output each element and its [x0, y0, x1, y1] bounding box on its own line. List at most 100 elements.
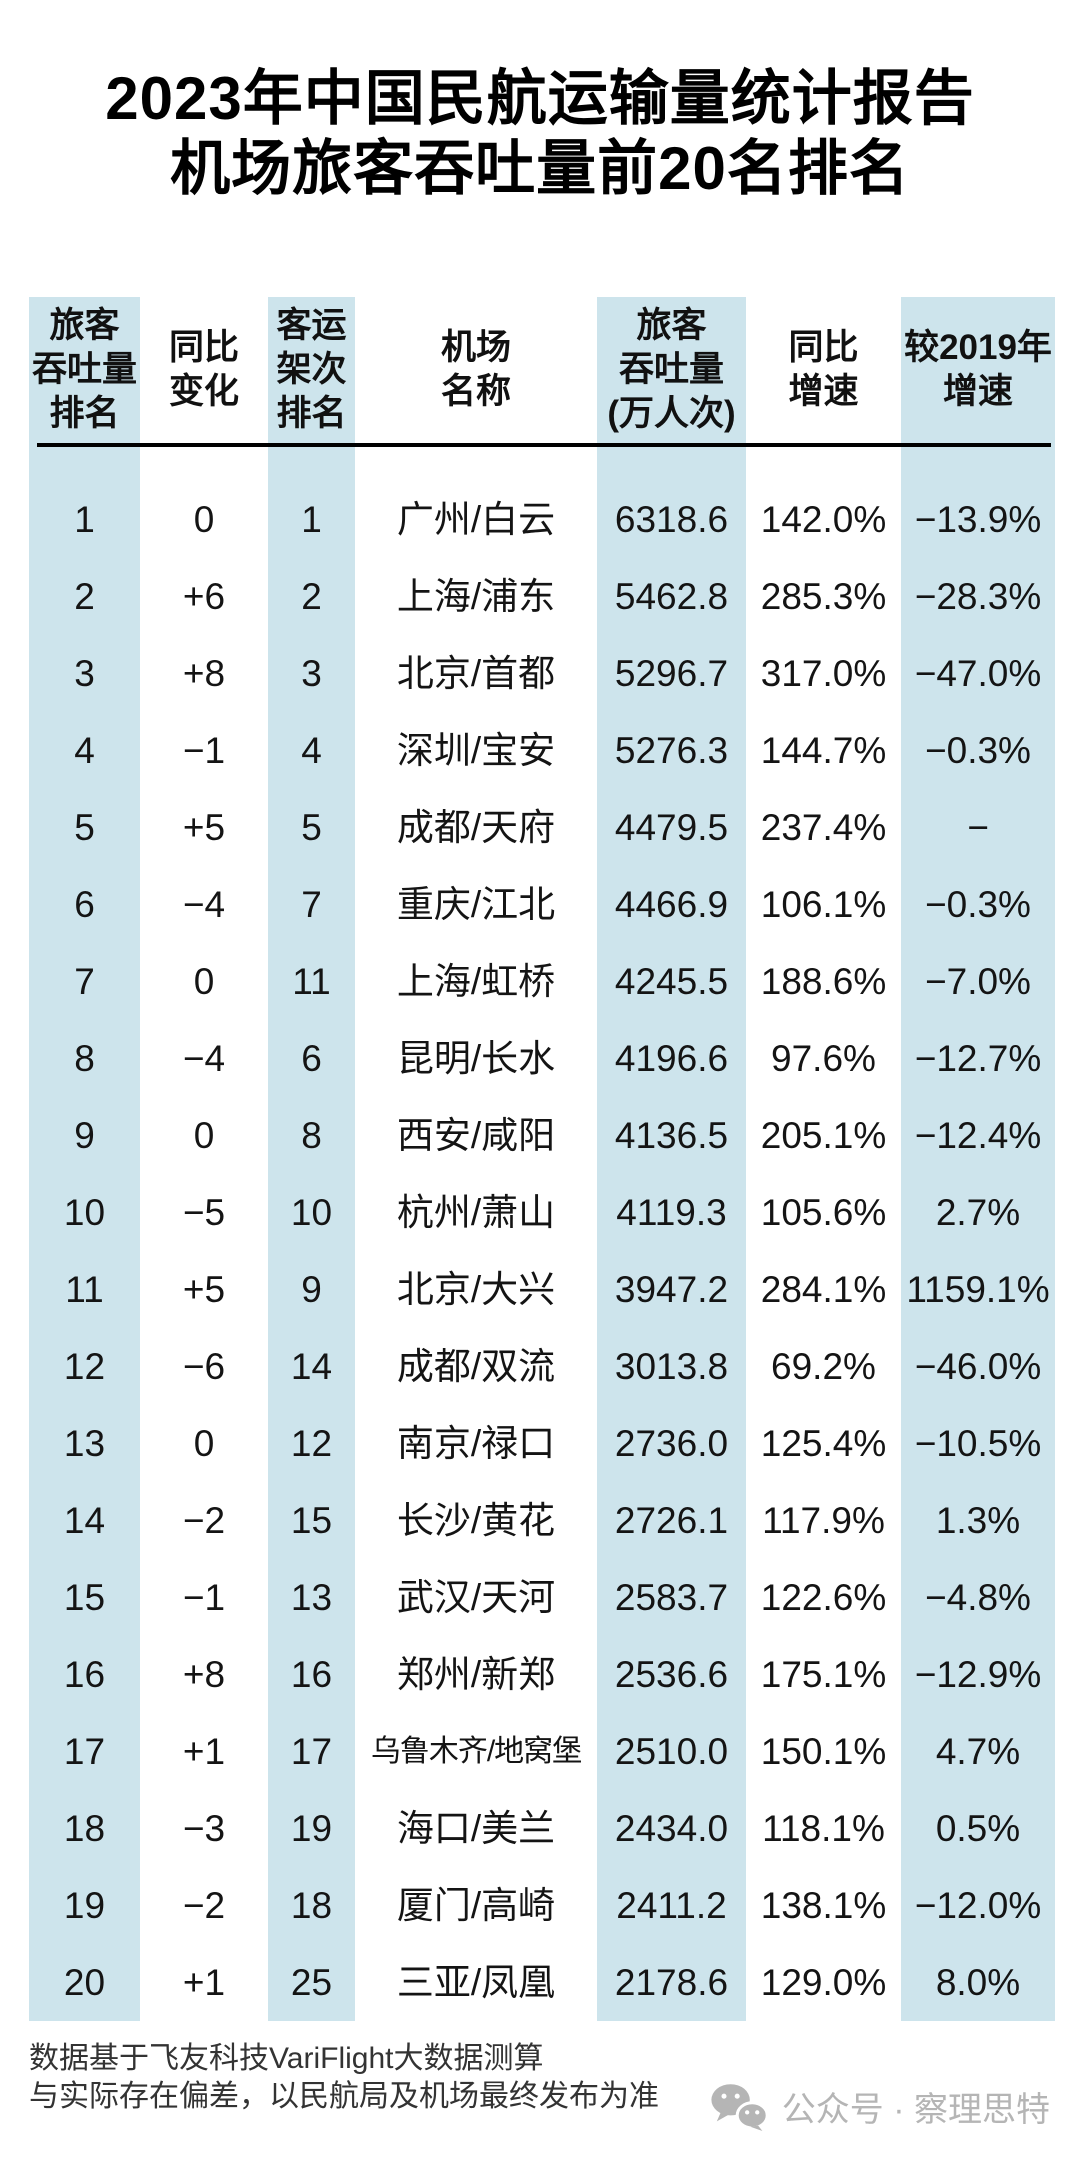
cell-flight-movements-rank: 2 — [301, 576, 322, 617]
cell-flight-movements-rank: 14 — [290, 1346, 333, 1387]
cell-flight-movements-rank: 19 — [290, 1808, 333, 1849]
table-row: 1 0 1 广州/白云 6318.6 142.0% −13.9% — [29, 481, 1055, 558]
cell-yoy-growth: 205.1% — [760, 1115, 887, 1156]
cell-growth-vs-2019: −46.0% — [914, 1346, 1042, 1387]
cell-yoy-change: −2 — [182, 1885, 226, 1926]
cell-yoy-change: −5 — [182, 1192, 226, 1233]
table-row: 11 +5 9 北京/大兴 3947.2 284.1% 1159.1% — [29, 1251, 1055, 1328]
cell-flight-movements-rank: 9 — [301, 1269, 322, 1310]
cell-growth-vs-2019: 1159.1% — [906, 1269, 1050, 1310]
cell-growth-vs-2019: −12.0% — [914, 1885, 1042, 1926]
cell-flight-movements-rank: 15 — [290, 1500, 333, 1541]
cell-flight-movements-rank: 18 — [290, 1885, 333, 1926]
table-row: 4 −1 4 深圳/宝安 5276.3 144.7% −0.3% — [29, 712, 1055, 789]
cell-yoy-growth: 125.4% — [760, 1423, 887, 1464]
cell-passenger-throughput-rank: 12 — [63, 1346, 106, 1387]
cell-growth-vs-2019: −10.5% — [914, 1423, 1042, 1464]
cell-yoy-change: 0 — [193, 961, 215, 1002]
cell-passenger-throughput-rank: 9 — [74, 1115, 95, 1156]
cell-flight-movements-rank: 5 — [301, 807, 322, 848]
cell-airport-name: 武汉/天河 — [396, 1577, 556, 1618]
table-row: 15 −1 13 武汉/天河 2583.7 122.6% −4.8% — [29, 1559, 1055, 1636]
cell-yoy-change: −6 — [182, 1346, 226, 1387]
table-row: 5 +5 5 成都/天府 4479.5 237.4% − — [29, 789, 1055, 866]
cell-passenger-throughput: 2434.0 — [614, 1808, 729, 1849]
cell-passenger-throughput-rank: 13 — [63, 1423, 106, 1464]
cell-passenger-throughput: 4466.9 — [614, 884, 729, 925]
table-row: 18 −3 19 海口/美兰 2434.0 118.1% 0.5% — [29, 1790, 1055, 1867]
cell-passenger-throughput: 5276.3 — [614, 730, 729, 771]
cell-flight-movements-rank: 16 — [290, 1654, 333, 1695]
cell-passenger-throughput: 2726.1 — [614, 1500, 729, 1541]
column-header-passenger-throughput: 旅客 吞吐量 (万人次) — [607, 306, 736, 433]
cell-yoy-growth: 69.2% — [771, 1346, 876, 1387]
cell-passenger-throughput: 2736.0 — [614, 1423, 729, 1464]
cell-yoy-change: +1 — [182, 1962, 226, 2003]
column-header-yoy-growth: 同比 增速 — [788, 328, 859, 411]
cell-passenger-throughput-rank: 1 — [74, 499, 95, 540]
cell-passenger-throughput: 4119.3 — [616, 1192, 727, 1233]
cell-growth-vs-2019: 0.5% — [935, 1808, 1021, 1849]
cell-airport-name: 上海/虹桥 — [396, 961, 556, 1002]
cell-flight-movements-rank: 13 — [290, 1577, 333, 1618]
cell-passenger-throughput: 2411.2 — [616, 1885, 727, 1926]
data-source-note-line1: 数据基于飞友科技VariFlight大数据测算 — [29, 2042, 544, 2075]
cell-yoy-growth: 175.1% — [760, 1654, 887, 1695]
cell-passenger-throughput-rank: 8 — [74, 1038, 95, 1079]
cell-growth-vs-2019: 2.7% — [935, 1192, 1021, 1233]
ranking-table: 旅客 吞吐量 排名 同比 变化 客运 架次 排名 机场 名称 旅客 吞吐量 (万人次) 同… — [29, 297, 1055, 2021]
cell-passenger-throughput: 5296.7 — [614, 653, 729, 694]
cell-yoy-growth: 122.6% — [760, 1577, 887, 1618]
cell-airport-name: 成都/天府 — [396, 807, 556, 848]
wechat-icon — [711, 2083, 768, 2131]
wechat-account-name: 公众号 · 察理思特 — [781, 2091, 1050, 2129]
table-header-row: 旅客 吞吐量 排名 同比 变化 客运 架次 排名 机场 名称 旅客 吞吐量 (万人次) 同… — [29, 297, 1055, 443]
cell-growth-vs-2019: − — [967, 807, 989, 848]
cell-passenger-throughput-rank: 2 — [74, 576, 95, 617]
cell-passenger-throughput: 2583.7 — [614, 1577, 729, 1618]
cell-airport-name: 昆明/长水 — [396, 1038, 556, 1079]
cell-flight-movements-rank: 8 — [301, 1115, 322, 1156]
cell-airport-name: 西安/咸阳 — [396, 1115, 556, 1156]
cell-flight-movements-rank: 6 — [301, 1038, 322, 1079]
cell-yoy-change: −3 — [182, 1808, 226, 1849]
column-stripe — [268, 297, 355, 2021]
cell-flight-movements-rank: 7 — [301, 884, 322, 925]
cell-airport-name: 杭州/萧山 — [396, 1192, 556, 1233]
cell-yoy-change: 0 — [193, 1423, 215, 1464]
cell-yoy-change: −1 — [182, 730, 226, 771]
cell-yoy-growth: 144.7% — [760, 730, 887, 771]
cell-passenger-throughput-rank: 6 — [74, 884, 95, 925]
cell-passenger-throughput-rank: 16 — [63, 1654, 106, 1695]
column-header-yoy-change: 同比 变化 — [168, 328, 239, 411]
column-header-passenger-throughput-rank: 旅客 吞吐量 排名 — [31, 306, 137, 433]
cell-passenger-throughput-rank: 3 — [74, 653, 95, 694]
cell-flight-movements-rank: 12 — [290, 1423, 333, 1464]
cell-airport-name: 广州/白云 — [396, 499, 556, 540]
cell-passenger-throughput: 5462.8 — [614, 576, 729, 617]
cell-yoy-change: −1 — [182, 1577, 226, 1618]
cell-passenger-throughput: 4245.5 — [614, 961, 729, 1002]
table-row: 13 0 12 南京/禄口 2736.0 125.4% −10.5% — [29, 1405, 1055, 1482]
table-row: 19 −2 18 厦门/高崎 2411.2 138.1% −12.0% — [29, 1867, 1055, 1944]
cell-yoy-growth: 285.3% — [760, 576, 887, 617]
cell-growth-vs-2019: −13.9% — [914, 499, 1042, 540]
cell-airport-name: 乌鲁木齐/地窝堡 — [370, 1735, 582, 1768]
cell-yoy-growth: 138.1% — [760, 1885, 887, 1926]
cell-growth-vs-2019: −7.0% — [925, 961, 1031, 1002]
data-source-note: 数据基于飞友科技VariFlight大数据测算 与实际存在偏差，以民航局及机场最… — [29, 2040, 659, 2116]
cell-passenger-throughput-rank: 15 — [63, 1577, 106, 1618]
cell-yoy-change: −4 — [182, 884, 226, 925]
cell-growth-vs-2019: −12.4% — [914, 1115, 1042, 1156]
cell-airport-name: 厦门/高崎 — [396, 1885, 556, 1926]
table-row: 10 −5 10 杭州/萧山 4119.3 105.6% 2.7% — [29, 1174, 1055, 1251]
cell-yoy-change: +5 — [182, 807, 226, 848]
cell-yoy-change: −2 — [182, 1500, 226, 1541]
cell-growth-vs-2019: −28.3% — [914, 576, 1042, 617]
cell-growth-vs-2019: 4.7% — [935, 1731, 1021, 1772]
table-row: 9 0 8 西安/咸阳 4136.5 205.1% −12.4% — [29, 1097, 1055, 1174]
table-row: 3 +8 3 北京/首都 5296.7 317.0% −47.0% — [29, 635, 1055, 712]
table-row: 12 −6 14 成都/双流 3013.8 69.2% −46.0% — [29, 1328, 1055, 1405]
cell-passenger-throughput: 4479.5 — [614, 807, 729, 848]
cell-passenger-throughput: 2510.0 — [614, 1731, 729, 1772]
